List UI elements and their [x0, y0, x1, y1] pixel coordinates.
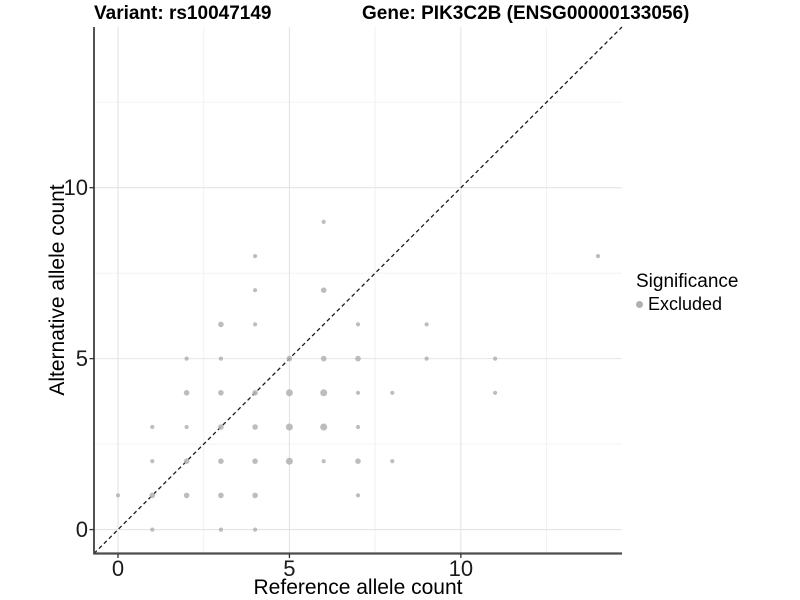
- data-point: [390, 459, 395, 464]
- legend-title: Significance: [636, 271, 739, 292]
- data-point: [320, 355, 327, 362]
- data-point: [252, 458, 258, 465]
- data-point: [493, 390, 498, 395]
- x-axis-title: Reference allele count: [253, 576, 463, 599]
- data-point: [355, 355, 361, 362]
- data-point: [183, 458, 190, 465]
- data-point: [493, 356, 498, 361]
- data-point: [320, 389, 328, 397]
- y-tick-label: 0: [75, 516, 88, 542]
- data-point: [252, 390, 258, 396]
- data-point: [355, 493, 361, 498]
- data-point: [253, 288, 258, 293]
- data-point: [218, 321, 224, 328]
- y-tick-label: 10: [63, 174, 88, 200]
- data-point: [253, 254, 258, 259]
- data-point: [184, 356, 189, 361]
- x-tick-label: 0: [111, 556, 125, 581]
- data-point: [355, 424, 361, 430]
- data-point: [149, 492, 156, 499]
- data-point: [218, 424, 224, 430]
- data-point: [595, 254, 601, 259]
- data-point: [218, 356, 223, 361]
- x-tick-label: 10: [448, 556, 474, 581]
- data-point: [183, 390, 190, 396]
- data-point: [218, 527, 223, 532]
- data-point: [184, 424, 189, 430]
- legend-item-excluded: Excluded: [636, 294, 738, 315]
- legend-item-label: Excluded: [648, 294, 723, 314]
- data-point: [285, 423, 293, 431]
- data-point: [286, 355, 293, 362]
- data-point: [150, 527, 155, 532]
- data-point: [355, 390, 361, 395]
- y-tick-label: 5: [75, 345, 88, 371]
- data-point: [355, 458, 361, 465]
- plot-title-gene: Gene: PIK3C2B (ENSG00000133056): [362, 3, 690, 24]
- data-point: [253, 322, 258, 327]
- identity-dashed-line: [93, 26, 623, 554]
- data-point: [252, 492, 258, 499]
- data-point: [424, 356, 429, 361]
- data-point: [321, 219, 326, 224]
- x-tick-label: 5: [283, 556, 296, 581]
- data-point: [183, 492, 190, 499]
- plot-title-variant: Variant: rs10047149: [94, 3, 272, 24]
- data-point: [285, 457, 293, 465]
- data-point: [424, 322, 429, 327]
- legend: Significance Excluded: [636, 271, 738, 315]
- data-point: [115, 493, 121, 498]
- data-point: [253, 527, 258, 532]
- data-point: [390, 390, 395, 395]
- data-point: [320, 423, 328, 431]
- data-point: [218, 458, 224, 465]
- excluded-point-icon: [636, 301, 643, 308]
- data-point: [252, 424, 258, 430]
- data-point: [218, 492, 224, 499]
- data-point: [150, 459, 155, 464]
- data-point: [320, 287, 327, 294]
- data-point: [218, 390, 224, 396]
- data-point: [355, 322, 361, 327]
- data-point: [150, 424, 155, 430]
- data-point: [321, 459, 326, 464]
- data-point: [285, 389, 293, 397]
